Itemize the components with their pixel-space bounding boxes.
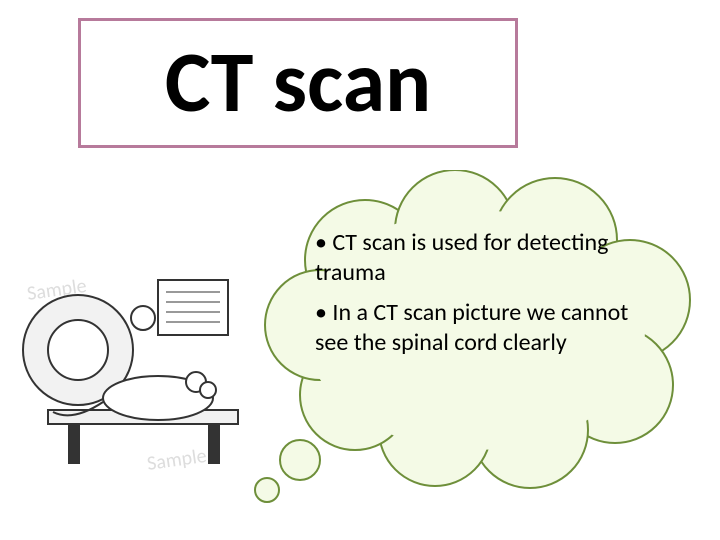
bullet-1-text: CT scan is used for detecting trauma: [315, 228, 608, 287]
wall-chart: [158, 280, 228, 335]
watermark-text-2: Sample: [145, 444, 208, 476]
mouse-ear-2: [200, 382, 216, 398]
bullet-2-text: In a CT scan picture we cannot see the s…: [315, 298, 628, 357]
bullet-glyph: •: [315, 298, 327, 327]
title-box: CT scan: [78, 18, 518, 148]
bullet-glyph: •: [315, 228, 327, 257]
bullet-1: • CT scan is used for detecting trauma: [315, 228, 645, 288]
thought-cloud: • CT scan is used for detecting trauma •…: [245, 170, 705, 510]
title-text: CT scan: [165, 40, 431, 126]
cloud-tail-bubble-1: [280, 440, 320, 480]
bullet-2: • In a CT scan picture we cannot see the…: [315, 298, 645, 358]
ct-gantry-bore: [48, 320, 108, 380]
ct-cartoon-svg: Sample Sample: [8, 270, 268, 490]
ct-cartoon-illustration: Sample Sample: [8, 270, 268, 490]
ct-table-leg1: [68, 424, 80, 464]
cloud-text-container: • CT scan is used for detecting trauma •…: [315, 228, 645, 368]
ct-table-leg2: [208, 424, 220, 464]
technician-head: [131, 306, 155, 330]
cloud-tail-bubble-2: [255, 478, 279, 502]
